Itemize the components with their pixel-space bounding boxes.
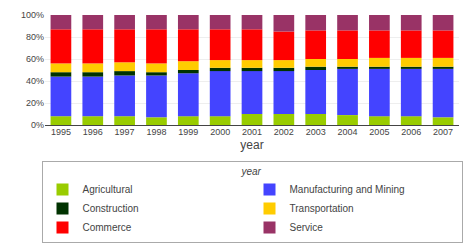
svg-text:60%: 60%	[26, 54, 44, 64]
svg-text:Commerce: Commerce	[83, 222, 132, 233]
svg-text:2001: 2001	[242, 127, 262, 137]
svg-text:1995: 1995	[51, 127, 71, 137]
svg-text:100%: 100%	[21, 10, 44, 20]
svg-text:2002: 2002	[274, 127, 294, 137]
svg-text:year: year	[240, 166, 261, 177]
svg-text:2006: 2006	[401, 127, 421, 137]
svg-text:2000: 2000	[210, 127, 230, 137]
svg-text:40%: 40%	[26, 76, 44, 86]
svg-text:year: year	[240, 138, 263, 152]
svg-text:2004: 2004	[338, 127, 358, 137]
svg-text:Service: Service	[290, 222, 324, 233]
svg-text:Manufacturing and Mining: Manufacturing and Mining	[290, 184, 405, 195]
svg-text:2007: 2007	[433, 127, 453, 137]
svg-text:0%: 0%	[31, 120, 44, 130]
svg-text:2003: 2003	[306, 127, 326, 137]
svg-text:2005: 2005	[369, 127, 389, 137]
svg-text:Transportation: Transportation	[290, 203, 354, 214]
svg-text:1997: 1997	[115, 127, 135, 137]
svg-text:1999: 1999	[178, 127, 198, 137]
svg-text:Construction: Construction	[83, 203, 139, 214]
svg-text:1998: 1998	[146, 127, 166, 137]
svg-text:Agricultural: Agricultural	[83, 184, 133, 195]
svg-text:1996: 1996	[83, 127, 103, 137]
svg-text:20%: 20%	[26, 98, 44, 108]
svg-text:80%: 80%	[26, 32, 44, 42]
